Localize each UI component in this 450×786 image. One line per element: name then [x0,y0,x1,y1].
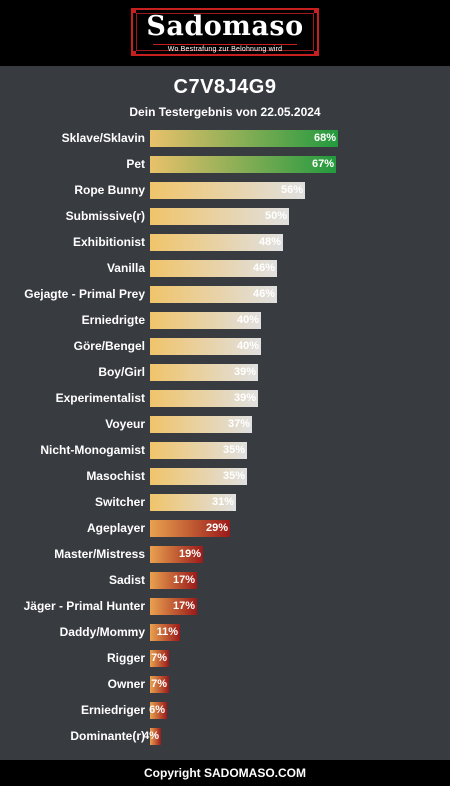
logo-divider [153,44,297,45]
category-label: Jäger - Primal Hunter [23,599,145,613]
category-label: Pet [126,157,145,171]
bar-value-label: 4% [143,730,159,742]
result-bar: 11% [150,624,180,641]
bar-value-label: 56% [280,184,303,196]
category-label: Owner [107,677,145,691]
result-bar: 50% [150,208,289,225]
result-bar: 37% [150,416,252,433]
result-bar: 4% [143,728,161,745]
sadomaso-logo[interactable]: Sadomaso Wo Bestrafung zur Belohnung wir… [131,8,319,56]
logo-text: Sadomaso [146,11,304,42]
category-label: Submissive(r) [65,209,145,223]
bar-value-label: 7% [151,678,167,690]
result-bar: 6% [149,702,167,719]
result-bar: 35% [150,442,247,459]
header: Sadomaso Wo Bestrafung zur Belohnung wir… [0,0,450,66]
bar-value-label: 31% [211,496,234,508]
bar-value-label: 46% [252,262,275,274]
category-label: Gejagte - Primal Prey [24,287,145,301]
bar-value-label: 19% [178,548,201,560]
result-bar: 68% [150,130,338,147]
bar-value-label: 6% [149,704,165,716]
logo-tagline: Wo Bestrafung zur Belohnung wird [167,46,283,53]
logo-corner-ornament [131,51,136,56]
bar-value-label: 11% [156,626,178,638]
bar-value-label: 29% [205,522,228,534]
category-label: Boy/Girl [98,365,145,379]
bar-value-label: 40% [236,340,259,352]
result-bar: 39% [150,390,258,407]
result-bar: 40% [150,338,261,355]
category-label: Nicht-Monogamist [40,443,145,457]
category-label: Sadist [108,573,145,587]
result-bar: 46% [150,286,277,303]
bar-value-label: 37% [227,418,250,430]
logo-corner-ornament [131,8,136,13]
bar-value-label: 67% [311,158,334,170]
footer-copyright[interactable]: Copyright SADOMASO.COM [0,760,450,786]
result-bar: 39% [150,364,258,381]
result-bar: 29% [150,520,230,537]
result-bar: 56% [150,182,305,199]
bar-value-label: 39% [233,392,256,404]
category-label: Daddy/Mommy [59,625,145,639]
category-label: Rope Bunny [74,183,145,197]
result-bar-chart: Sklave/Sklavin 68% Pet 67% Rope Bunny 56% Subm… [23,130,338,745]
result-bar: 48% [150,234,283,251]
result-bar: 7% [150,676,169,693]
bar-value-label: 68% [313,132,336,144]
result-bar: 35% [150,468,247,485]
logo-frame [136,13,314,51]
bar-value-label: 48% [258,236,281,248]
bar-value-label: 39% [233,366,256,378]
result-title: C7V8J4G9 [173,76,277,98]
bar-value-label: 50% [264,210,287,222]
logo-corner-ornament [314,8,319,13]
category-label: Experimentalist [55,391,145,405]
result-subtitle: Dein Testergebnis von 22.05.2024 [129,105,321,119]
bar-value-label: 35% [222,444,245,456]
logo-corner-ornament [314,51,319,56]
category-label: Vanilla [106,261,145,275]
category-label: Rigger [106,651,145,665]
category-label: Voyeur [105,417,145,431]
result-bar: 67% [150,156,336,173]
result-bar: 40% [150,312,261,329]
category-label: Ageplayer [86,521,145,535]
result-bar: 31% [150,494,236,511]
bar-value-label: 17% [172,574,195,586]
bar-value-label: 7% [151,652,167,664]
result-bar: 17% [150,572,197,589]
bar-value-label: 35% [222,470,245,482]
category-label: Masochist [86,469,145,483]
category-label: Dominante(r) [70,729,145,743]
category-label: Exhibitionist [73,235,145,249]
category-label: Erniedriger [80,703,145,717]
category-label: Switcher [94,495,145,509]
result-bar: 19% [150,546,203,563]
result-bar: 7% [150,650,169,667]
bar-value-label: 17% [172,600,195,612]
result-bar: 17% [150,598,197,615]
category-label: Erniedrigte [81,313,145,327]
bar-value-label: 40% [236,314,259,326]
result-bar: 46% [150,260,277,277]
category-label: Göre/Bengel [73,339,145,353]
category-label: Master/Mistress [54,547,145,561]
bar-value-label: 46% [252,288,275,300]
category-label: Sklave/Sklavin [61,131,145,145]
